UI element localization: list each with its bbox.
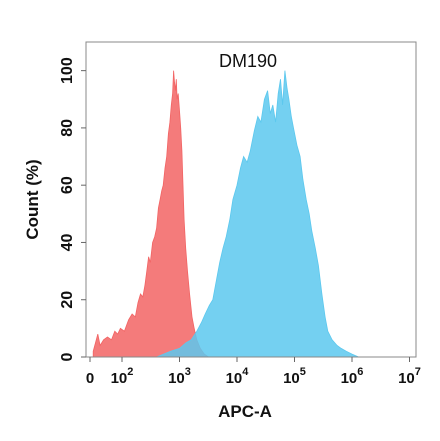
x-tick-label: 105 <box>283 366 306 387</box>
x-tick-label: 104 <box>226 366 250 387</box>
plot-frame <box>85 41 417 358</box>
x-axis-title: APC-A <box>218 402 272 421</box>
axis-layer: 0 20 40 60 80 100 0 102 103 104 105 106 107 <box>59 57 421 387</box>
y-tick-label: 80 <box>59 119 76 137</box>
histogram-series-2 <box>156 70 359 358</box>
x-tick-label: 103 <box>168 366 191 387</box>
y-axis-title: Count (%) <box>23 159 42 239</box>
y-tick-label: 60 <box>59 176 76 194</box>
y-tick-label: 20 <box>59 291 76 309</box>
x-tick-label: 0 <box>86 370 94 387</box>
x-tick-label: 107 <box>398 366 421 387</box>
x-tick-label: 102 <box>111 366 134 387</box>
y-tick-label: 0 <box>59 352 76 361</box>
histogram-series-1 <box>92 70 210 358</box>
chart-title: DM190 <box>219 51 277 71</box>
x-tick-label: 106 <box>341 366 364 387</box>
series-layer <box>92 70 359 358</box>
y-tick-label: 40 <box>59 233 76 251</box>
y-tick-label: 100 <box>59 57 76 84</box>
